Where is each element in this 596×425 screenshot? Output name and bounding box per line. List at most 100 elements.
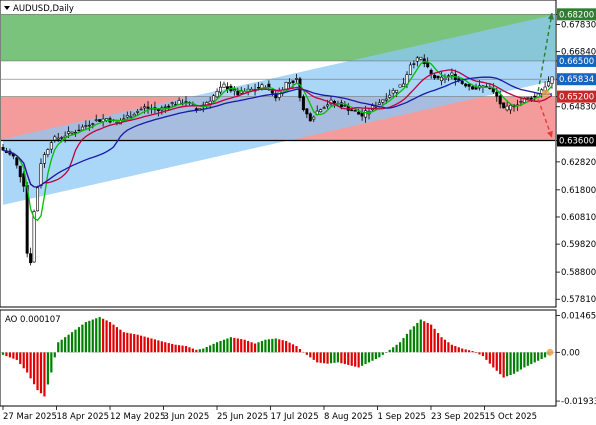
candle	[395, 89, 399, 97]
ao-bar	[153, 339, 157, 353]
ao-bar	[385, 352, 388, 353]
ao-bar	[319, 352, 322, 363]
y-tick-label: 0.60810	[561, 213, 596, 223]
ao-bar	[378, 352, 381, 358]
ao-bar	[537, 352, 540, 361]
candle	[377, 99, 381, 106]
ao-bar	[323, 352, 326, 364]
ao-bar	[447, 342, 450, 353]
y-tick-label: 0.68200	[559, 10, 594, 20]
ao-bar	[260, 340, 264, 353]
ao-bar	[43, 352, 46, 397]
y-tick-label: 0.61800	[561, 186, 596, 196]
ao-bar	[88, 320, 91, 353]
candle	[98, 119, 102, 123]
ao-bar	[157, 340, 160, 353]
x-tick-label: 18 Apr 2025	[57, 412, 110, 422]
candle	[547, 76, 551, 88]
ao-bar	[39, 352, 43, 394]
ao-bar	[364, 352, 367, 365]
chevron-down-icon[interactable]	[4, 6, 10, 10]
ao-bar	[29, 352, 32, 379]
candle	[87, 120, 91, 131]
ao-bar	[264, 339, 267, 353]
candle	[471, 85, 475, 90]
x-tick-label: 27 Mar 2025	[3, 412, 57, 422]
ao-bar	[285, 340, 288, 353]
ao-bar	[523, 352, 526, 368]
x-tick-label: 1 Sep 2025	[378, 412, 426, 422]
ao-bar	[209, 345, 212, 353]
ao-bar	[84, 322, 87, 353]
candle	[139, 106, 143, 111]
ao-bar	[271, 338, 274, 353]
candle	[42, 152, 46, 168]
ao-bar	[1, 352, 5, 355]
ao-bar	[50, 352, 53, 373]
ao-bar	[388, 349, 391, 353]
ao-bar	[367, 352, 371, 363]
ao-bar	[326, 352, 329, 364]
ao-bar	[395, 344, 398, 353]
ao-bar	[530, 352, 533, 365]
ao-bar	[146, 337, 150, 353]
symbol-title[interactable]: AUDUSD,Daily	[4, 4, 74, 14]
ao-bar	[5, 352, 8, 357]
ao-bar	[471, 351, 474, 353]
ao-bar	[416, 322, 419, 353]
ao-bar	[485, 352, 488, 360]
x-tick-label: 8 Aug 2025	[324, 412, 373, 422]
ao-bar	[140, 335, 143, 353]
ao-bar	[405, 333, 409, 353]
candle	[308, 112, 312, 122]
ao-bar	[278, 339, 281, 353]
candle	[533, 93, 537, 101]
ao-bar	[443, 339, 447, 353]
ao-bar	[454, 346, 457, 353]
candle	[284, 81, 288, 90]
ao-bar	[236, 338, 239, 353]
ao-bar	[115, 327, 119, 353]
ao-bar	[77, 327, 81, 353]
current-price-marker	[542, 89, 550, 98]
candle	[208, 96, 212, 109]
ao-bar	[274, 338, 277, 353]
ao-bar	[316, 352, 319, 363]
ao-bar	[60, 339, 63, 353]
ao-bar	[247, 340, 250, 353]
candle	[398, 84, 402, 88]
candle	[460, 79, 464, 86]
candle	[408, 62, 412, 76]
price-label-box	[557, 73, 596, 86]
ao-tick-label: -0.019338	[561, 397, 596, 407]
ao-bar	[143, 336, 146, 353]
ao-bar	[519, 352, 523, 370]
ao-tick-label: 0.00	[561, 348, 580, 358]
candle	[288, 78, 292, 90]
candle	[402, 77, 406, 87]
ao-bar	[430, 324, 433, 353]
candle	[94, 114, 98, 123]
candle	[215, 88, 219, 99]
candle	[502, 102, 506, 109]
ao-bar	[402, 338, 405, 353]
ao-bar	[516, 352, 519, 372]
candle	[509, 103, 513, 114]
ao-bar	[450, 344, 453, 353]
ao-bar	[398, 342, 402, 353]
ao-bar	[461, 348, 464, 353]
ao-bar	[181, 345, 184, 353]
ao-bar	[212, 343, 215, 353]
price-label-box	[557, 8, 596, 21]
ao-bar	[426, 322, 429, 353]
candle	[415, 55, 419, 67]
candle	[136, 109, 140, 116]
ao-bar	[15, 352, 18, 360]
forecast-arrow-down	[537, 99, 553, 138]
ao-bar	[281, 340, 284, 353]
candle	[222, 81, 226, 89]
candle	[49, 140, 53, 154]
candle	[132, 112, 136, 117]
candle	[305, 107, 309, 119]
